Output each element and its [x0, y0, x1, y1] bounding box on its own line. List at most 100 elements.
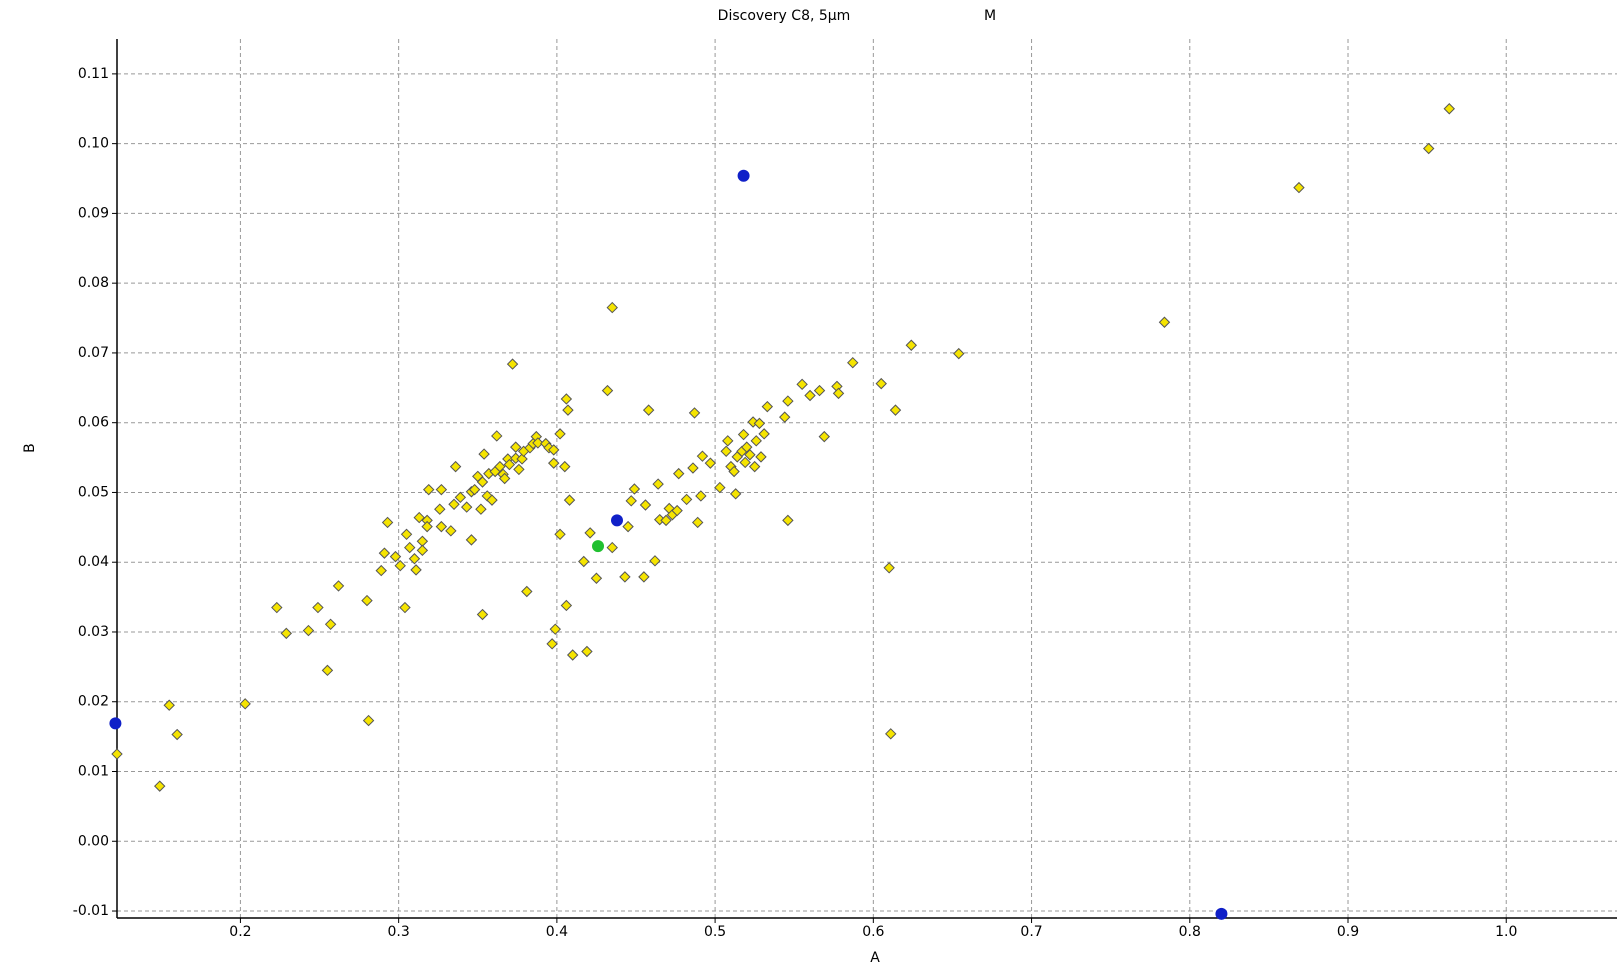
point — [491, 430, 503, 442]
y-axis-label: B — [22, 443, 38, 453]
point — [445, 525, 457, 537]
point — [606, 541, 618, 554]
point — [652, 478, 664, 490]
point — [506, 358, 519, 370]
x-axis-label: A — [870, 950, 880, 966]
point — [695, 490, 707, 502]
point — [628, 483, 641, 495]
point — [813, 384, 826, 397]
point — [714, 481, 726, 494]
x-tick-label: 0.4 — [546, 924, 568, 940]
y-tick-label: 0.05 — [78, 484, 109, 500]
point — [590, 572, 603, 584]
point — [622, 520, 634, 533]
point — [642, 404, 655, 416]
point — [280, 627, 293, 640]
point — [560, 599, 573, 612]
point — [332, 580, 345, 592]
point — [737, 428, 750, 441]
point — [741, 441, 753, 453]
point — [566, 649, 579, 661]
point — [885, 728, 897, 740]
point — [953, 347, 965, 360]
point — [581, 645, 593, 658]
point — [584, 527, 596, 539]
y-tick-label: 0.11 — [78, 66, 109, 82]
point — [460, 501, 473, 513]
point — [400, 528, 413, 541]
point — [562, 404, 574, 416]
point — [722, 435, 734, 447]
y-tick-label: 0.09 — [78, 205, 109, 221]
point — [1158, 316, 1171, 328]
x-tick-label: 0.3 — [388, 924, 410, 940]
point — [554, 528, 566, 541]
point — [435, 520, 448, 533]
point — [475, 503, 487, 515]
point — [449, 460, 462, 473]
point — [476, 608, 489, 621]
point — [671, 504, 683, 517]
point — [832, 387, 845, 400]
y-tick-label: 0.03 — [78, 624, 109, 640]
point — [394, 559, 406, 572]
point — [532, 437, 544, 449]
point — [883, 562, 895, 574]
x-tick-label: 0.9 — [1337, 924, 1359, 940]
point — [696, 450, 709, 462]
point — [361, 594, 373, 607]
point — [755, 451, 767, 463]
point — [560, 393, 573, 405]
point — [312, 601, 324, 614]
point — [660, 514, 672, 527]
point — [875, 377, 887, 390]
y-tick-label: 0.02 — [78, 694, 109, 710]
y-tick-label: -0.01 — [73, 903, 109, 919]
x-tick-label: 0.8 — [1179, 924, 1201, 940]
point — [404, 541, 416, 554]
y-tick-label: 0.07 — [78, 345, 109, 361]
point — [468, 483, 481, 496]
point — [753, 417, 766, 430]
point — [625, 495, 637, 507]
point — [704, 457, 717, 469]
point — [639, 499, 652, 511]
point — [548, 457, 560, 469]
point — [435, 483, 448, 496]
y-tick-label: 0.00 — [78, 833, 109, 849]
point — [905, 339, 918, 351]
chart-subtitle: M — [984, 8, 996, 24]
point — [271, 601, 283, 614]
point — [758, 428, 770, 440]
point — [601, 384, 614, 397]
point — [559, 460, 571, 473]
point — [592, 540, 605, 553]
point — [302, 624, 315, 637]
point — [548, 444, 560, 456]
point — [680, 493, 693, 506]
point — [154, 780, 166, 792]
point — [728, 465, 740, 478]
point — [673, 467, 685, 480]
point — [448, 498, 460, 511]
point — [847, 356, 859, 369]
point — [606, 301, 618, 314]
point — [362, 714, 375, 727]
point — [796, 378, 808, 391]
point — [1293, 181, 1305, 194]
x-tick-label: 0.2 — [229, 924, 251, 940]
point — [324, 618, 337, 631]
chart-title: Discovery C8, 5µm — [718, 8, 851, 24]
x-tick-label: 0.6 — [862, 924, 884, 940]
point — [818, 430, 830, 443]
point — [578, 555, 590, 568]
point — [546, 638, 558, 650]
y-tick-label: 0.10 — [78, 136, 109, 152]
x-tick-label: 0.5 — [704, 924, 726, 940]
point — [321, 664, 334, 677]
point — [1443, 103, 1455, 115]
point — [503, 458, 516, 471]
point — [549, 623, 561, 635]
point — [109, 717, 122, 730]
